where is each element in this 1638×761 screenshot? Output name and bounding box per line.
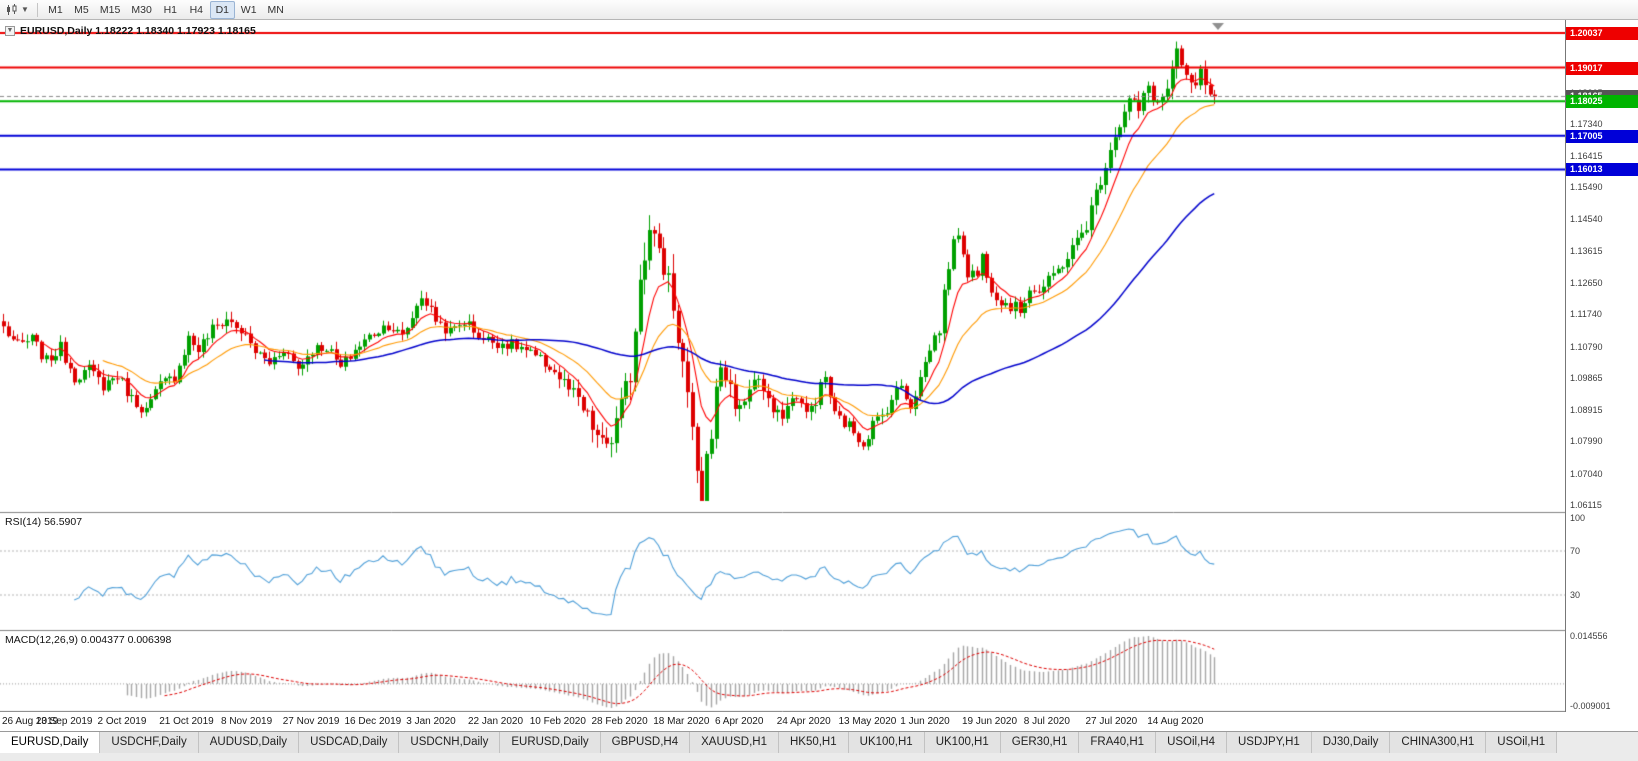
tab-ger30-h1[interactable]: GER30,H1 <box>1000 732 1080 753</box>
rsi-scale-label: 30 <box>1570 590 1581 600</box>
price-tick-label: 1.12650 <box>1570 278 1603 289</box>
rsi-indicator-label: RSI(14) 56.5907 <box>5 516 83 528</box>
date-tick-label: 28 Feb 2020 <box>591 716 648 727</box>
date-tick-label: 16 Dec 2019 <box>344 716 402 727</box>
tab-audusd-daily[interactable]: AUDUSD,Daily <box>198 732 300 753</box>
price-tick-label: 1.13615 <box>1570 245 1603 256</box>
tab-eurusd-daily[interactable]: EURUSD,Daily <box>500 732 601 753</box>
timeframe-d1[interactable]: D1 <box>209 0 235 19</box>
tab-usoil-h1[interactable]: USOil,H1 <box>1486 732 1558 753</box>
timeframe-w1[interactable]: W1 <box>240 3 257 16</box>
rsi-scale-label: 70 <box>1570 546 1581 556</box>
macd-indicator-label: MACD(12,26,9) 0.004377 0.006398 <box>5 634 172 646</box>
date-tick-label: 13 May 2020 <box>838 716 897 727</box>
date-tick-label: 27 Nov 2019 <box>282 716 340 727</box>
tab-uk100-h1[interactable]: UK100,H1 <box>848 732 925 753</box>
macd-scale-top: 0.014556 <box>1570 631 1608 641</box>
level-price-tag: 1.20037 <box>1566 27 1638 40</box>
price-tick-label: 1.06115 <box>1570 500 1602 510</box>
tab-usdjpy-h1[interactable]: USDJPY,H1 <box>1227 732 1312 753</box>
level-price-tag: 1.17005 <box>1566 129 1638 143</box>
price-tick-label: 1.07040 <box>1570 468 1603 479</box>
chart-title: ▼ EURUSD,Daily 1.18222 1.18340 1.17923 1… <box>5 25 256 37</box>
price-tick-label: 1.07990 <box>1570 436 1603 447</box>
date-tick-label: 8 Nov 2019 <box>221 716 273 727</box>
price-tick-label: 1.14540 <box>1570 214 1603 225</box>
level-price-tag: 1.16013 <box>1566 163 1638 177</box>
timeframe-h4[interactable]: H4 <box>189 3 204 16</box>
price-tick-label: 1.16415 <box>1570 150 1603 161</box>
candlestick-icon <box>7 3 17 15</box>
tab-dj30-daily[interactable]: DJ30,Daily <box>1311 732 1391 753</box>
date-tick-label: 3 Jan 2020 <box>406 716 456 727</box>
price-tick-label: 1.17340 <box>1570 119 1603 130</box>
date-tick-label: 14 Aug 2020 <box>1147 716 1204 727</box>
date-tick-label: 1 Jun 2020 <box>900 716 950 727</box>
tab-uk100-h1[interactable]: UK100,H1 <box>924 732 1001 753</box>
date-tick-label: 24 Apr 2020 <box>776 716 831 727</box>
price-chart-canvas[interactable] <box>0 20 1565 712</box>
price-tick-label: 1.09865 <box>1570 372 1603 383</box>
date-tick-label: 2 Oct 2019 <box>97 716 147 727</box>
date-tick-label: 22 Jan 2020 <box>468 716 524 727</box>
price-tick-label: 1.15490 <box>1570 182 1603 193</box>
tab-hk50-h1[interactable]: HK50,H1 <box>778 732 849 753</box>
date-tick-label: 13 Sep 2019 <box>35 716 93 727</box>
timeframe-buttons: M1 M5 M15 M30 H1 H4 D1 W1 MN <box>43 0 289 19</box>
timeframe-m15[interactable]: M15 <box>99 3 121 16</box>
symbol-ohlc-text: EURUSD,Daily 1.18222 1.18340 1.17923 1.1… <box>20 25 256 37</box>
price-tick-label: 1.10790 <box>1570 341 1603 352</box>
price-axis[interactable]: 1.182651.173401.164151.154901.145401.136… <box>1565 20 1638 712</box>
time-axis[interactable]: 26 Aug 2019 13 Sep 2019 2 Oct 2019 21 Oct 2… <box>0 712 1565 731</box>
timeframe-h1[interactable]: H1 <box>163 3 178 16</box>
date-tick-label: 6 Apr 2020 <box>715 716 764 727</box>
tab-usdchf-daily[interactable]: USDCHF,Daily <box>100 732 199 753</box>
tab-xauusd-h1[interactable]: XAUUSD,H1 <box>690 732 779 753</box>
price-tick-label: 1.11740 <box>1570 309 1602 320</box>
timeframe-toolbar: ▼ M1 M5 M15 M30 H1 H4 D1 W1 MN <box>0 0 1638 20</box>
collapse-icon[interactable]: ▼ <box>5 26 15 36</box>
date-tick-label: 18 Mar 2020 <box>653 716 710 727</box>
level-price-tag: 1.18025 <box>1566 95 1638 109</box>
tab-china300-h1[interactable]: CHINA300,H1 <box>1390 732 1487 753</box>
date-tick-label: 26 Aug 2019 <box>2 716 59 727</box>
timeframe-m30[interactable]: M30 <box>131 3 152 16</box>
chart-tabs-bar: EURUSD,Daily USDCHF,Daily AUDUSD,Daily USDC… <box>0 731 1638 761</box>
price-tick-label: 1.08915 <box>1570 405 1603 416</box>
date-tick-label: 27 Jul 2020 <box>1085 716 1138 727</box>
tab-usoil-h4[interactable]: USOil,H4 <box>1156 732 1227 753</box>
chart-area: ▼ EURUSD,Daily 1.18222 1.18340 1.17923 1… <box>0 20 1638 731</box>
date-tick-label: 19 Jun 2020 <box>962 716 1018 727</box>
tab-eurusd-daily[interactable]: EURUSD,Daily <box>0 732 101 753</box>
tab-usdcnh-daily[interactable]: USDCNH,Daily <box>399 732 501 753</box>
level-price-tag: 1.19017 <box>1566 61 1638 75</box>
tab-fra40-h1[interactable]: FRA40,H1 <box>1079 732 1157 753</box>
date-tick-label: 21 Oct 2019 <box>159 716 214 727</box>
date-tick-label: 10 Feb 2020 <box>529 716 586 727</box>
tab-gbpusd-h4[interactable]: GBPUSD,H4 <box>600 732 691 753</box>
toolbar-separator <box>36 2 38 17</box>
chevron-down-icon: ▼ <box>21 4 29 14</box>
tab-usdcad-daily[interactable]: USDCAD,Daily <box>299 732 400 753</box>
timeframe-m5[interactable]: M5 <box>74 3 89 16</box>
timeframe-m1[interactable]: M1 <box>48 3 63 16</box>
rsi-scale-label: 100 <box>1570 513 1586 523</box>
macd-scale-bottom: -0.009001 <box>1570 701 1611 711</box>
timeframe-mn[interactable]: MN <box>267 3 284 16</box>
date-tick-label: 8 Jul 2020 <box>1023 716 1070 727</box>
chart-type-icon[interactable]: ▼ <box>3 3 32 17</box>
